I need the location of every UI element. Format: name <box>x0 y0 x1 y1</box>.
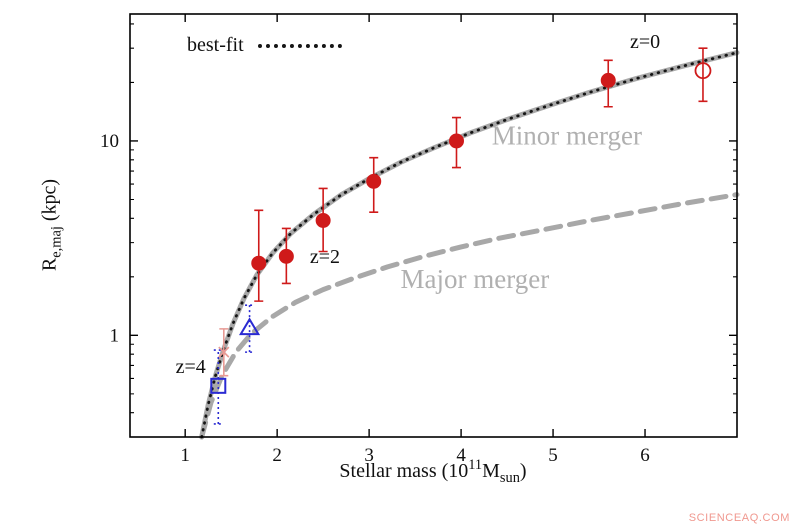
x-tick-label: 3 <box>364 445 374 466</box>
plot-layer: z=0 z=2 z=4 Minor merger Major merger 1 2 3 4 5 6 1… <box>100 13 740 466</box>
y-axis-label: Re,maj (kpc) <box>39 179 66 271</box>
x-tick-label: 4 <box>456 445 466 466</box>
best-fit-curve <box>200 51 739 439</box>
x-axis-label-suffix: ) <box>519 459 527 482</box>
red-filled-circles-marker <box>251 255 267 271</box>
blue-open-square-z4-errorbar <box>213 349 223 425</box>
red-filled-circles-marker <box>278 248 294 264</box>
legend-label: best-fit <box>187 34 244 56</box>
red-filled-circles-marker <box>600 72 616 88</box>
blue-open-triangle-z4-marker <box>239 317 261 336</box>
x-tick-label: 6 <box>640 445 650 466</box>
blue-open-triangle-z4-errorbar <box>245 304 255 353</box>
plot-border <box>129 13 738 438</box>
watermark: SCIENCEAQ.COM <box>688 512 790 524</box>
y-tick-label: 10 <box>100 131 119 152</box>
red-filled-circles-marker <box>366 173 382 189</box>
red-filled-circles-marker <box>448 133 464 149</box>
light-red-cross-marker <box>218 346 230 358</box>
x-axis-label-exponent: 11 <box>468 457 483 474</box>
x-axis-label-prefix: Stellar mass (10 <box>339 459 469 482</box>
x-axis-label: Stellar mass (1011Msun) <box>339 457 526 487</box>
red-open-circle-errorbar <box>698 47 708 103</box>
blue-open-square-z4-marker <box>210 377 227 394</box>
best-fit-dotted-line-sample <box>257 43 342 48</box>
annotation-major-merger: Major merger <box>401 264 550 294</box>
annotation-minor-merger: Minor merger <box>492 120 642 150</box>
y-axis-label-suffix: (kpc) <box>38 178 61 227</box>
x-tick-label: 1 <box>180 445 190 466</box>
x-axis-label-subscript: sun <box>499 469 520 486</box>
red-filled-circles-marker <box>315 212 331 228</box>
x-axis-label-msymbol: M <box>482 459 500 482</box>
red-filled-circles-errorbar <box>254 209 264 302</box>
x-tick-label: 5 <box>548 445 558 466</box>
y-axis-label-prefix: R <box>38 257 61 272</box>
annotation-z-2: z=2 <box>310 246 340 268</box>
annotation-z-4: z=4 <box>176 356 206 378</box>
legend: best-fit <box>187 34 342 57</box>
annotation-z-0: z=0 <box>630 31 660 53</box>
red-open-circle-marker <box>694 62 712 80</box>
y-tick-label: 1 <box>110 325 120 346</box>
minor-merger-curve <box>199 50 740 440</box>
major-merger-curve <box>199 192 740 440</box>
y-axis-label-sub: e,maj <box>48 226 65 258</box>
x-tick-label: 2 <box>272 445 282 466</box>
